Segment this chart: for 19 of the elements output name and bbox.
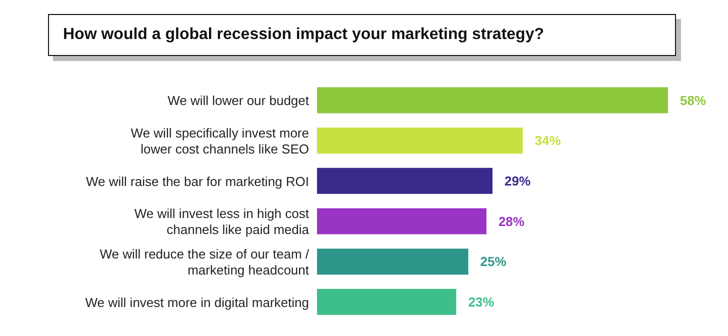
bar bbox=[317, 87, 668, 114]
y-tick-label: We will specifically invest more lower cost channels like SEO bbox=[130, 125, 309, 156]
bar bbox=[317, 248, 468, 275]
bar bbox=[317, 288, 456, 315]
y-tick-label: We will raise the bar for marketing ROI bbox=[86, 173, 309, 188]
chart-title: How would a global recession impact your marketing strategy? bbox=[48, 14, 676, 56]
bar bbox=[317, 168, 492, 194]
bar bbox=[317, 128, 523, 154]
bar bbox=[317, 208, 486, 234]
data-label: 28% bbox=[498, 214, 525, 229]
y-tick-label: We will invest less in high cost channels like paid media bbox=[134, 206, 310, 237]
y-tick-label: We will lower our budget bbox=[168, 92, 310, 108]
y-tick-label: We will invest more in digital marketing bbox=[85, 294, 309, 310]
data-label: 29% bbox=[504, 173, 531, 188]
data-label: 25% bbox=[480, 254, 507, 270]
data-label: 34% bbox=[534, 133, 562, 148]
y-tick-label: We will reduce the size of our team / marketing headcount bbox=[100, 246, 310, 277]
data-label: 23% bbox=[468, 294, 495, 310]
data-label: 58% bbox=[680, 92, 706, 108]
